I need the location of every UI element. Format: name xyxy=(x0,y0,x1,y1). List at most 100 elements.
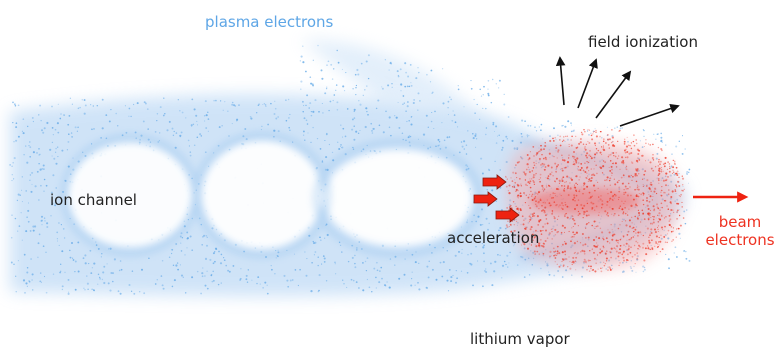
beam-particle xyxy=(647,212,649,215)
beam-particle xyxy=(556,157,558,159)
plasma-particle xyxy=(642,129,644,131)
plasma-particle xyxy=(283,274,286,277)
beam-particle xyxy=(589,150,591,152)
plasma-particle xyxy=(441,68,444,70)
beam-particle xyxy=(594,160,596,163)
beam-particle xyxy=(637,217,639,220)
beam-particle xyxy=(658,236,660,239)
beam-particle xyxy=(605,260,608,262)
plasma-particle xyxy=(315,167,318,170)
beam-particle xyxy=(618,186,621,189)
beam-particle xyxy=(566,175,569,178)
beam-particle xyxy=(547,175,550,177)
beam-particle xyxy=(523,219,525,221)
beam-particle xyxy=(662,163,665,166)
plasma-particle xyxy=(461,145,464,148)
plasma-particle xyxy=(220,282,222,284)
plasma-particle xyxy=(382,131,385,134)
beam-particle xyxy=(650,228,653,231)
plasma-particle xyxy=(181,237,184,239)
beam-particle xyxy=(672,166,675,169)
plasma-particle xyxy=(27,202,30,204)
plasma-particle xyxy=(43,178,46,181)
plasma-particle xyxy=(481,242,484,245)
plasma-particle xyxy=(202,267,204,269)
plasma-particle xyxy=(355,130,358,133)
beam-particle xyxy=(634,215,636,218)
plasma-particle xyxy=(45,251,47,254)
beam-particle xyxy=(658,167,661,170)
beam-particle xyxy=(623,140,626,143)
beam-particle xyxy=(576,190,578,192)
beam-particle xyxy=(533,164,536,166)
red-block-arrow-icon xyxy=(482,174,507,190)
plasma-particle xyxy=(325,133,328,136)
plasma-particle xyxy=(450,276,453,279)
plasma-particle xyxy=(372,127,375,130)
plasma-particle xyxy=(218,250,220,253)
plasma-particle xyxy=(412,101,415,105)
plasma-particle xyxy=(107,282,110,285)
plasma-particle xyxy=(431,268,434,271)
plasma-particle xyxy=(201,243,204,246)
plasma-particle xyxy=(321,103,323,104)
beam-particle xyxy=(658,218,662,221)
plasma-particle xyxy=(410,284,413,287)
beam-particle xyxy=(565,181,568,183)
plasma-particle xyxy=(492,121,495,124)
beam-particle xyxy=(599,227,602,230)
beam-particle xyxy=(554,195,557,197)
plasma-particle xyxy=(91,237,94,240)
beam-particle xyxy=(618,196,620,199)
plasma-particle xyxy=(303,117,306,120)
beam-particle xyxy=(583,258,586,261)
beam-particle xyxy=(627,247,630,250)
beam-particle xyxy=(538,157,541,160)
acceleration-label: acceleration xyxy=(447,229,540,247)
plasma-particle xyxy=(367,77,370,80)
plasma-particle xyxy=(168,256,171,259)
plasma-particle xyxy=(339,228,341,230)
beam-particle xyxy=(562,258,565,261)
plasma-particle xyxy=(26,285,28,287)
beam-particle xyxy=(541,188,544,191)
plasma-particle xyxy=(300,55,303,58)
beam-particle xyxy=(596,172,598,175)
plasma-particle xyxy=(376,269,379,272)
plasma-particle xyxy=(103,265,106,268)
beam-particle xyxy=(649,233,651,235)
plasma-particle xyxy=(138,141,141,144)
beam-particle xyxy=(591,195,593,197)
plasma-particle xyxy=(161,260,164,262)
plasma-particle xyxy=(305,70,307,73)
plasma-particle xyxy=(117,290,120,293)
plasma-particle xyxy=(479,223,482,226)
plasma-particle xyxy=(340,124,342,126)
plasma-particle xyxy=(375,276,377,279)
plasma-particle xyxy=(472,284,474,287)
plasma-particle xyxy=(485,270,488,274)
plasma-particle xyxy=(67,278,70,281)
plasma-particle xyxy=(553,274,556,277)
beam-particle xyxy=(678,176,680,179)
beam-particle xyxy=(526,163,529,166)
beam-particle xyxy=(581,133,584,136)
beam-particle xyxy=(629,251,632,254)
plasma-particle xyxy=(410,116,412,118)
plasma-particle xyxy=(683,250,685,252)
plasma-particle xyxy=(90,272,93,274)
beam-particle xyxy=(626,253,629,256)
plasma-particle xyxy=(213,100,215,102)
plasma-particle xyxy=(106,263,108,265)
plasma-particle xyxy=(374,150,376,152)
plasma-particle xyxy=(58,222,60,224)
plasma-particle xyxy=(341,251,343,253)
beam-particle xyxy=(648,187,651,190)
plasma-particle xyxy=(318,274,321,277)
beam-particle xyxy=(508,226,510,228)
beam-particle xyxy=(642,212,644,215)
beam-particle xyxy=(671,240,673,243)
beam-particle xyxy=(618,190,621,193)
beam-particle xyxy=(609,177,612,180)
plasma-particle xyxy=(158,132,161,134)
